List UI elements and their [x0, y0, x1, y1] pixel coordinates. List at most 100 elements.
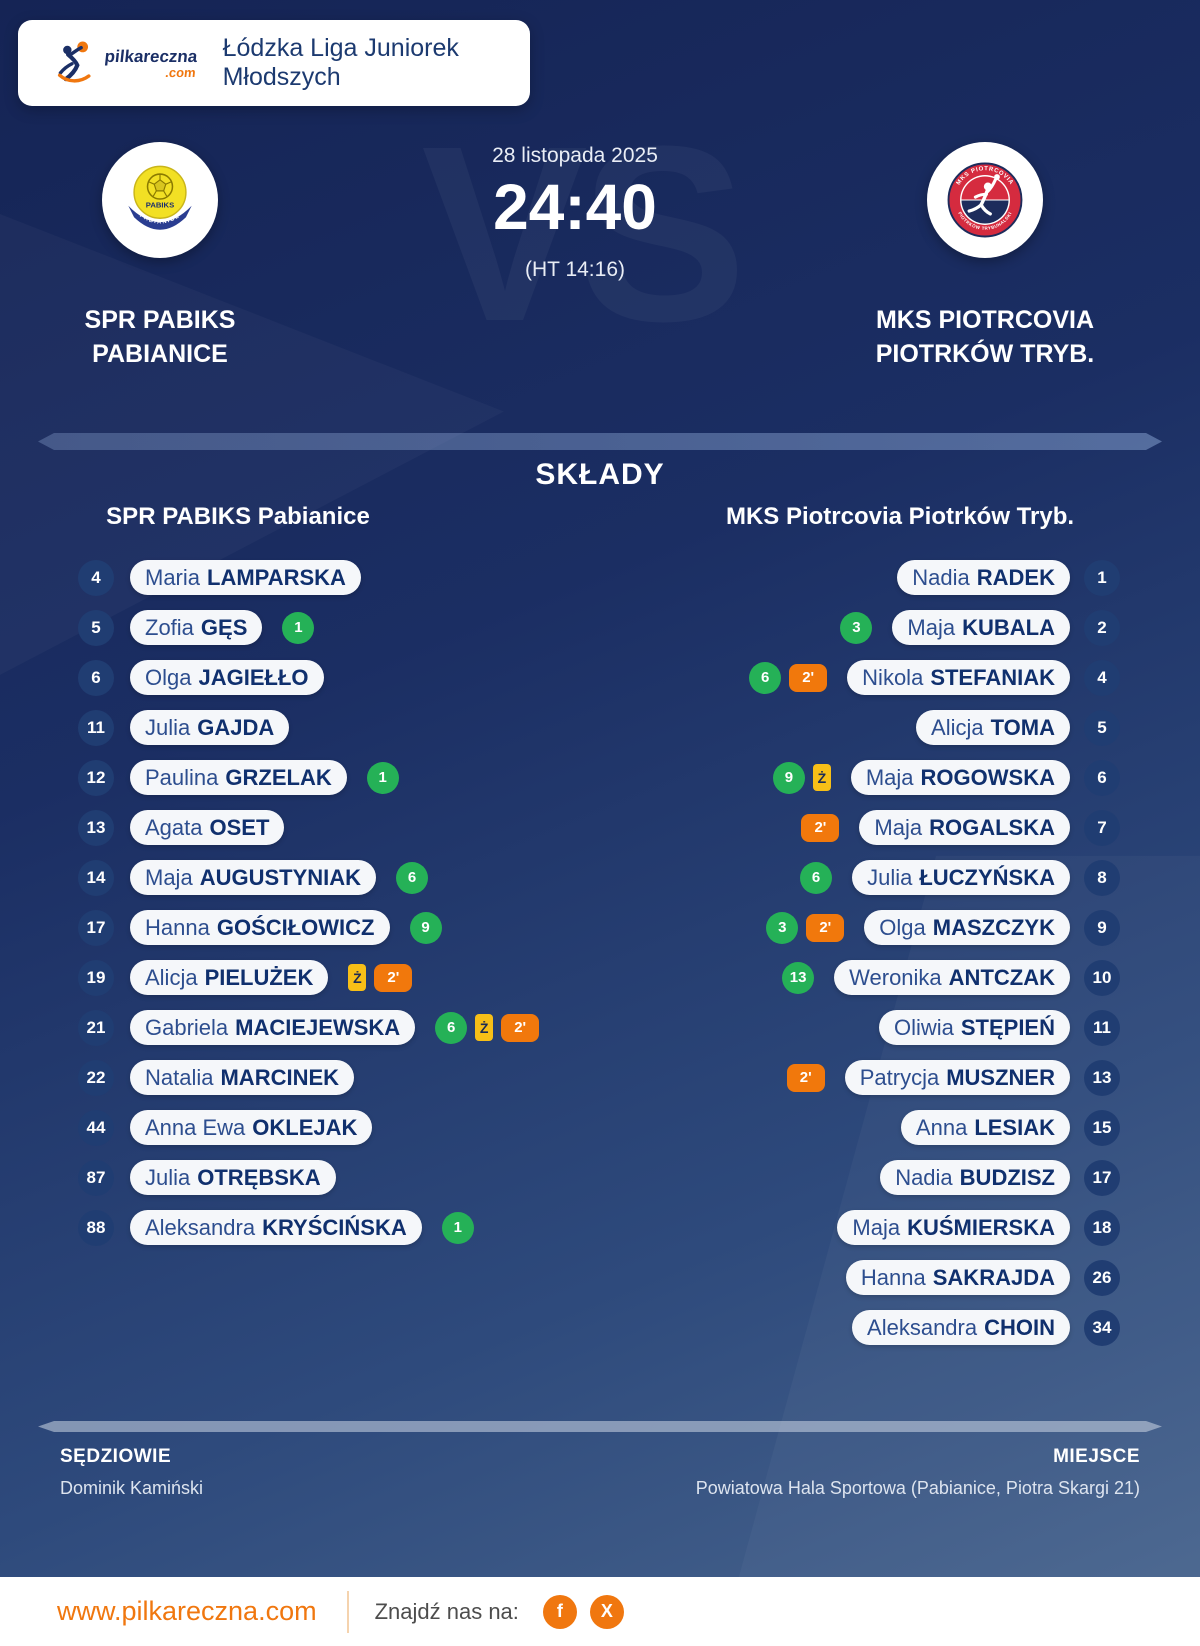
player-last-name: RADEK [976, 564, 1055, 590]
player-last-name: KRYŚCIŃSKA [262, 1214, 407, 1240]
match-date: 28 listopada 2025 [492, 144, 658, 167]
player-first-name: Maria [145, 564, 201, 590]
player-last-name: GAJDA [197, 714, 275, 740]
player-row: Alicja TOMA 5 [749, 709, 1120, 746]
goals-badge: 9 [772, 761, 805, 794]
player-number: 19 [78, 959, 114, 996]
player-name-pill: Olga JAGIEŁŁO [130, 660, 324, 695]
player-number: 1 [1084, 559, 1120, 596]
player-badges: Ż 2' [348, 963, 413, 992]
away-team-name-line2: PIOTRKÓW TRYB. [875, 340, 1095, 368]
player-number: 7 [1084, 809, 1120, 846]
player-name-pill: Julia OTRĘBSKA [130, 1160, 336, 1195]
player-badges: 3 2' [766, 911, 845, 944]
player-first-name: Maja [145, 864, 193, 890]
player-number: 11 [1084, 1009, 1120, 1046]
player-badges: 1 [282, 611, 315, 644]
home-team-name-line2: PABIANICE [92, 340, 228, 368]
player-number: 5 [78, 609, 114, 646]
x-icon[interactable]: X [589, 1594, 624, 1629]
goals-badge: 1 [282, 611, 315, 644]
player-row: 17 Hanna GOŚCIŁOWICZ 9 [78, 909, 539, 946]
player-name-pill: Hanna SAKRAJDA [845, 1260, 1070, 1295]
facebook-icon[interactable]: f [542, 1594, 577, 1629]
player-name-pill: Maja AUGUSTYNIAK [130, 860, 377, 895]
player-name-pill: Zofia GĘS [130, 610, 263, 645]
player-number: 9 [1084, 909, 1120, 946]
player-first-name: Olga [879, 914, 926, 940]
player-first-name: Patrycja [859, 1064, 940, 1090]
goals-badge: 6 [749, 661, 782, 694]
player-name-pill: Aleksandra KRYŚCIŃSKA [130, 1210, 422, 1245]
player-name-pill: Nikola STEFANIAK [847, 660, 1070, 695]
player-first-name: Hanna [145, 914, 210, 940]
player-number: 6 [1084, 759, 1120, 796]
player-last-name: MASZCZYK [932, 914, 1055, 940]
brand-tld: .com [164, 64, 197, 80]
player-row: Oliwia STĘPIEŃ 11 [749, 1009, 1120, 1046]
player-name-pill: Julia GAJDA [130, 710, 290, 745]
player-badges: 1 [441, 1211, 474, 1244]
player-row: 6 Olga JAGIEŁŁO [78, 659, 539, 696]
player-name-pill: Maja KUBALA [892, 610, 1070, 645]
player-number: 12 [78, 759, 114, 796]
player-row: 22 Natalia MARCINEK [78, 1059, 539, 1096]
player-name-pill: Oliwia STĘPIEŃ [878, 1010, 1070, 1045]
player-number: 34 [1084, 1309, 1120, 1346]
player-name-pill: Alicja TOMA [916, 710, 1070, 745]
site-url-link[interactable]: www.pilkareczna.com [57, 1596, 317, 1626]
suspension-badge: 2' [374, 963, 413, 992]
away-team-logo: MKS PIOTRCOVIA PIOTRKÓW TRYBUNALSKI [927, 142, 1043, 258]
player-row: Nadia RADEK 1 [749, 559, 1120, 596]
player-row: 87 Julia OTRĘBSKA [78, 1159, 539, 1196]
player-last-name: ROGALSKA [929, 814, 1055, 840]
player-last-name: KUŚMIERSKA [907, 1214, 1055, 1240]
player-name-pill: Anna LESIAK [900, 1110, 1070, 1145]
player-number: 10 [1084, 959, 1120, 996]
player-first-name: Agata [145, 814, 203, 840]
player-last-name: ANTCZAK [948, 964, 1055, 990]
player-name-pill: Aleksandra CHOIN [852, 1310, 1070, 1345]
player-last-name: LAMPARSKA [207, 564, 346, 590]
player-first-name: Paulina [145, 764, 219, 790]
player-last-name: CHOIN [984, 1314, 1055, 1340]
player-row: 5 Zofia GĘS 1 [78, 609, 539, 646]
player-first-name: Maja [907, 614, 956, 640]
player-last-name: SAKRAJDA [932, 1264, 1055, 1290]
player-row: 14 Maja AUGUSTYNIAK 6 [78, 859, 539, 896]
player-last-name: GOŚCIŁOWICZ [216, 914, 375, 940]
home-lineup-header: SPR PABIKS Pabianice [106, 503, 370, 530]
player-row: Maja KUŚMIERSKA 18 [749, 1209, 1120, 1246]
player-last-name: JAGIEŁŁO [198, 664, 309, 690]
player-number: 6 [78, 659, 114, 696]
player-first-name: Julia [145, 1164, 191, 1190]
away-lineup-list: Nadia RADEK 1 3 Maja KUBALA 2 6 2' Nikola STEFANIA… [749, 559, 1120, 1360]
player-first-name: Alicja [145, 964, 198, 990]
player-name-pill: Anna Ewa OKLEJAK [130, 1110, 373, 1145]
player-last-name: PIELUŻEK [204, 964, 314, 990]
player-last-name: GRZELAK [225, 764, 332, 790]
player-row: 4 Maria LAMPARSKA [78, 559, 539, 596]
spr-pabiks-crest: PABIKS PABIANICE [128, 165, 192, 230]
section-divider [38, 433, 1162, 450]
player-number: 8 [1084, 859, 1120, 896]
player-name-pill: Maja ROGALSKA [859, 810, 1070, 845]
home-team-logo: PABIKS PABIANICE [102, 142, 218, 258]
player-first-name: Maja [852, 1214, 901, 1240]
player-number: 17 [78, 909, 114, 946]
player-name-pill: Alicja PIELUŻEK [130, 960, 329, 995]
player-number: 88 [78, 1209, 114, 1246]
yellow-card-badge: Ż [812, 764, 831, 791]
player-name-pill: Gabriela MACIEJEWSKA [130, 1010, 416, 1045]
player-row: 9 Ż Maja ROGOWSKA 6 [749, 759, 1120, 796]
player-last-name: AUGUSTYNIAK [199, 864, 362, 890]
player-number: 11 [78, 709, 114, 746]
player-name-pill: Nadia RADEK [897, 560, 1070, 595]
venue-label: MIEJSCE [1053, 1446, 1140, 1467]
yellow-card-badge: Ż [475, 1014, 494, 1041]
player-number: 17 [1084, 1159, 1120, 1196]
halftime-score: (HT 14:16) [525, 258, 625, 281]
player-row: 3 2' Olga MASZCZYK 9 [749, 909, 1120, 946]
player-first-name: Aleksandra [145, 1214, 256, 1240]
